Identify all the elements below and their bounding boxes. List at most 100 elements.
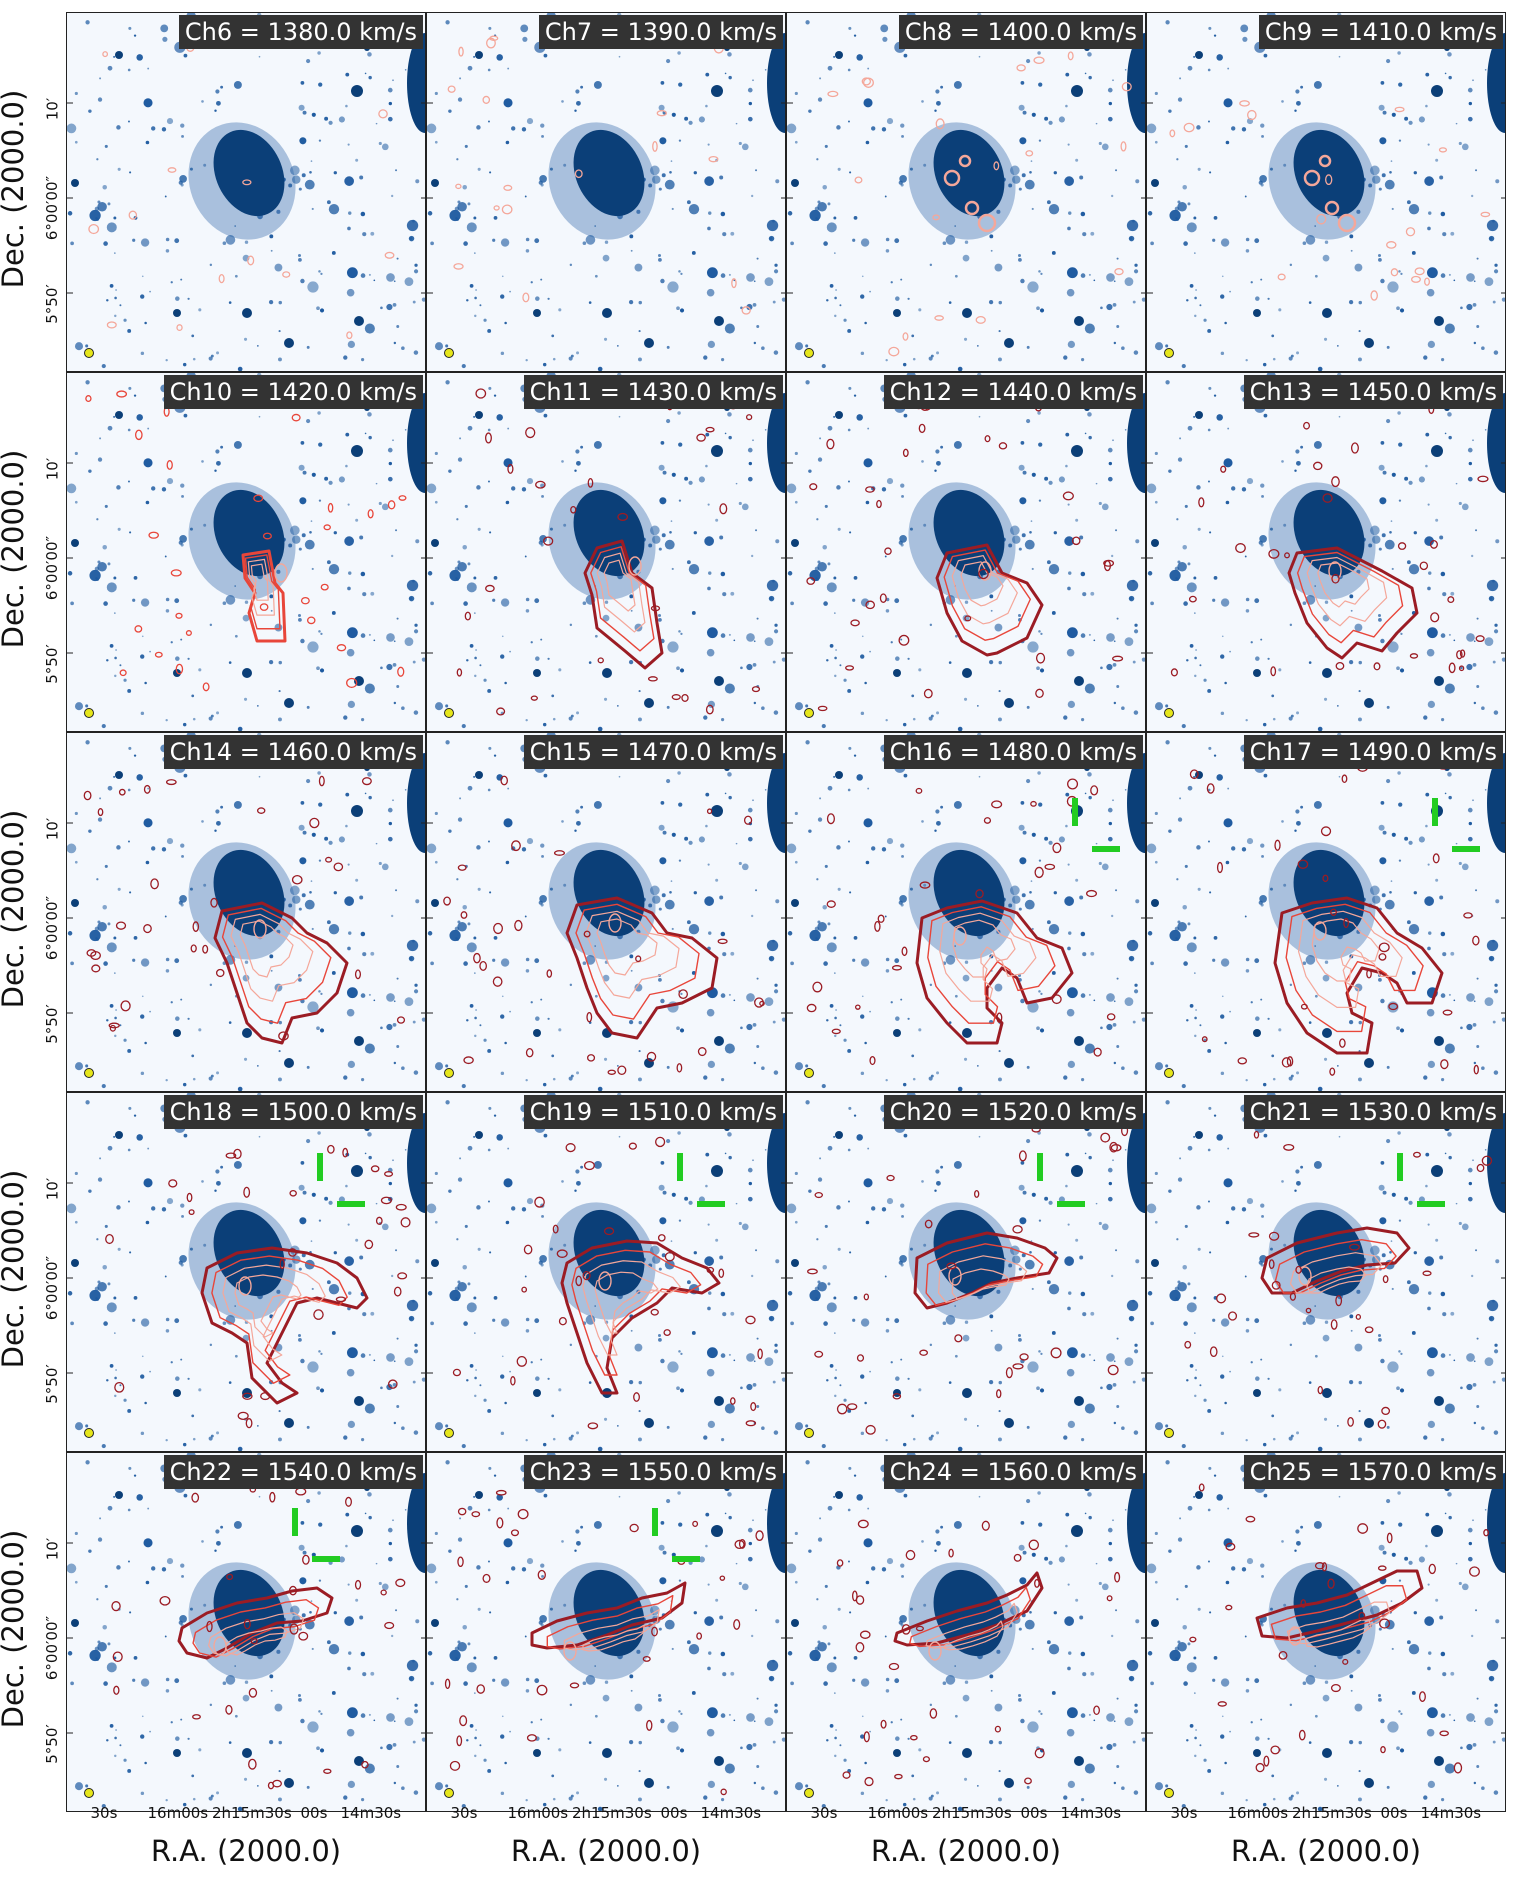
background-star (1382, 830, 1387, 835)
background-star (660, 1161, 665, 1165)
noise-contour (397, 666, 405, 677)
background-star (362, 1312, 367, 1317)
background-star (791, 899, 799, 907)
background-star (233, 1520, 242, 1529)
background-star (228, 1741, 232, 1744)
background-star (1447, 772, 1452, 777)
background-star (724, 1043, 735, 1054)
noise-contour (250, 1637, 258, 1645)
noise-contour (1330, 908, 1337, 916)
noise-contour (745, 1420, 757, 1427)
background-star (183, 1133, 188, 1138)
background-star (1107, 476, 1113, 482)
background-star (74, 1062, 84, 1071)
noise-contour (493, 922, 503, 935)
background-star (720, 571, 726, 577)
background-star (396, 257, 399, 260)
background-star (132, 598, 136, 602)
background-star (331, 971, 336, 975)
background-star (727, 52, 732, 57)
channel-panel: Ch9 = 1410.0 km/s (1146, 12, 1506, 372)
background-star (1476, 977, 1479, 980)
background-star (885, 237, 890, 242)
background-star (355, 878, 359, 882)
background-star (129, 531, 132, 534)
background-star (326, 1280, 331, 1285)
noise-contour (398, 495, 407, 501)
background-star (1488, 235, 1495, 242)
background-star (300, 81, 305, 85)
background-star (936, 100, 941, 106)
background-star (70, 1321, 74, 1326)
background-star (362, 592, 367, 597)
background-star (817, 201, 827, 212)
edge-galaxy (767, 1113, 785, 1213)
background-star (427, 1291, 433, 1296)
background-star (1038, 82, 1043, 87)
background-star (1300, 445, 1304, 449)
background-star (715, 518, 719, 522)
background-star (1313, 440, 1322, 449)
noise-contour (1477, 475, 1489, 483)
background-star (170, 1001, 173, 1004)
background-star (659, 137, 667, 145)
background-star (116, 1565, 121, 1570)
background-star (1221, 995, 1224, 998)
background-star (722, 592, 727, 597)
background-star (954, 1305, 957, 1307)
background-star (427, 123, 437, 134)
background-star (360, 1353, 366, 1358)
background-star (242, 1694, 250, 1702)
background-star (401, 706, 405, 710)
noise-contour (1473, 1064, 1479, 1075)
background-star (722, 952, 727, 957)
background-star (1154, 1422, 1164, 1431)
background-star (764, 428, 767, 431)
background-star (1380, 998, 1385, 1004)
background-star (719, 175, 724, 180)
background-star (1026, 345, 1030, 349)
background-star (1484, 68, 1487, 71)
background-star (865, 500, 870, 505)
background-star (948, 661, 952, 664)
background-star (1348, 1019, 1354, 1025)
background-star (174, 958, 180, 964)
background-star (773, 350, 779, 355)
noise-contour (954, 1334, 963, 1343)
background-star (459, 77, 462, 80)
background-star (113, 1135, 116, 1138)
background-star (1314, 225, 1317, 227)
background-star (74, 1171, 78, 1176)
background-star (133, 1655, 138, 1660)
noise-contour (1103, 560, 1111, 572)
background-star (220, 85, 224, 89)
noise-contour (516, 1355, 528, 1367)
background-star (144, 1401, 147, 1405)
background-star (1019, 497, 1027, 505)
background-star (151, 846, 156, 851)
background-star (1208, 26, 1212, 30)
noise-contour (288, 1248, 297, 1257)
background-star (794, 140, 798, 144)
optical-image (1147, 733, 1505, 1091)
background-star (576, 351, 580, 355)
background-star (707, 1780, 716, 1789)
background-star (761, 1426, 765, 1430)
background-star (1075, 158, 1079, 162)
background-star (928, 1076, 933, 1081)
background-star (808, 109, 812, 113)
noise-contour (384, 251, 395, 259)
background-star (1065, 72, 1070, 77)
noise-contour (493, 205, 500, 211)
background-star (822, 1264, 827, 1270)
background-star (953, 1160, 962, 1169)
background-star (706, 267, 718, 279)
background-star (1255, 1376, 1260, 1381)
noise-contour (346, 677, 358, 688)
noise-contour (1322, 493, 1333, 503)
background-star (856, 774, 863, 781)
background-star (467, 1505, 473, 1511)
background-star (791, 179, 799, 187)
background-star (396, 1337, 399, 1340)
background-star (467, 425, 473, 431)
